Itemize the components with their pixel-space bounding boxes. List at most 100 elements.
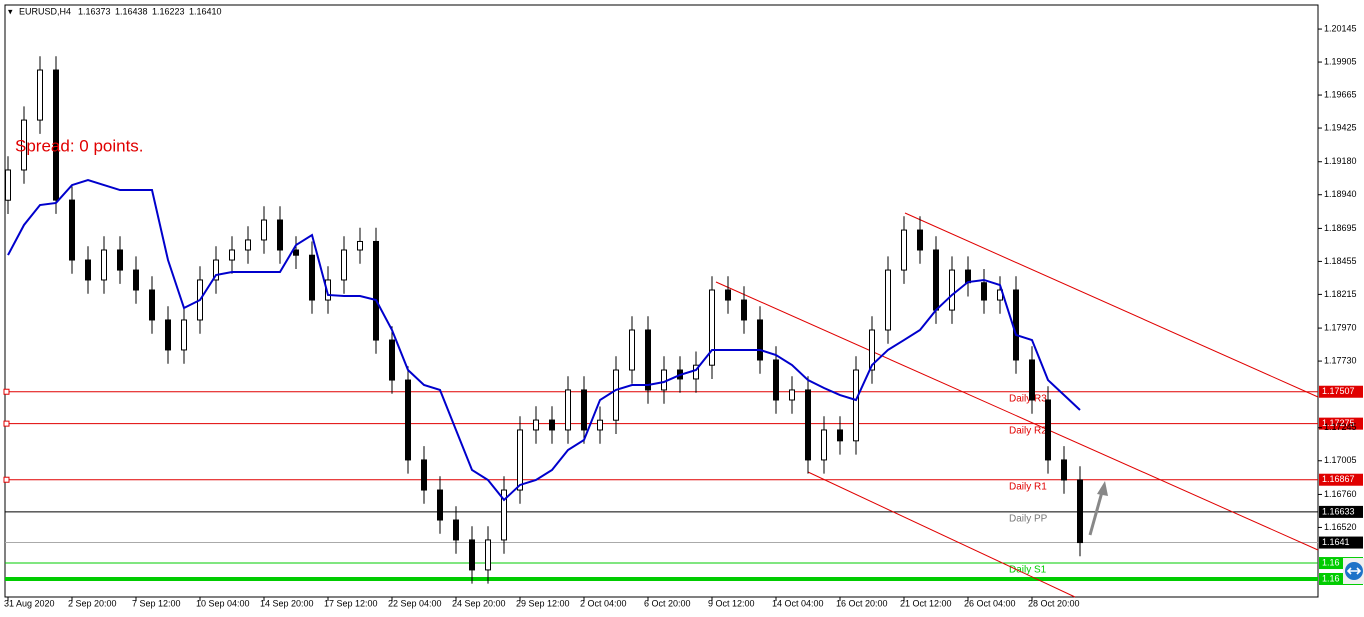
y-tick-label: 1.16760 <box>1324 489 1357 499</box>
candle-body <box>149 289 155 321</box>
price-box <box>1319 536 1363 549</box>
candle-body <box>165 319 171 351</box>
candle-body <box>757 319 763 361</box>
x-tick-label: 29 Sep 12:00 <box>516 598 570 608</box>
candle-body <box>773 359 779 401</box>
candle-body <box>709 289 715 366</box>
x-tick-label: 24 Sep 20:00 <box>452 598 506 608</box>
candle-body <box>181 319 187 351</box>
level-anchor <box>3 388 10 395</box>
spread-label: Spread: 0 points. <box>15 136 144 155</box>
candle-body <box>1077 479 1083 544</box>
candle-body <box>261 219 267 241</box>
candle-body <box>469 539 475 571</box>
y-tick-label: 1.17970 <box>1324 322 1357 332</box>
price-box-label: 1.17507 <box>1322 386 1355 396</box>
price-box <box>1319 417 1363 430</box>
x-tick-label: 2 Oct 04:00 <box>580 598 627 608</box>
levels: 1.17507 Daily R3 1.17275 Daily R2 1.16867 Dai… <box>3 385 1363 585</box>
candle-body <box>389 339 395 381</box>
x-tick-label: 10 Sep 04:00 <box>196 598 250 608</box>
price-box-label: 1.16 <box>1322 557 1340 567</box>
header-ohlc: 1.16223 <box>152 6 185 16</box>
candle-body <box>741 299 747 321</box>
moving-average <box>7 178 1081 502</box>
price-box-label: 1.16867 <box>1322 474 1355 484</box>
x-tick-label: 26 Oct 04:00 <box>964 598 1016 608</box>
header-arrow: ▾ <box>8 6 13 16</box>
candle-body <box>357 240 363 251</box>
header-ohlc: 1.16438 <box>115 6 148 16</box>
x-tick-label: 22 Sep 04:00 <box>388 598 442 608</box>
header-ohlc: 1.16410 <box>189 6 222 16</box>
x-tick-label: 16 Oct 20:00 <box>836 598 888 608</box>
y-tick-label: 1.18215 <box>1324 289 1357 299</box>
candle-body <box>821 429 827 461</box>
candle-body <box>805 389 811 461</box>
candle-body <box>5 169 11 201</box>
level-name: Daily R3 <box>1009 393 1047 404</box>
level-name: Daily R2 <box>1009 425 1047 436</box>
y-tick-label: 1.17730 <box>1324 355 1357 365</box>
price-box-label: 1.17275 <box>1322 418 1355 428</box>
arrow-head <box>1097 481 1108 496</box>
x-tick-label: 14 Sep 20:00 <box>260 598 314 608</box>
overlay <box>7 178 1081 502</box>
y-tick-label: 1.17245 <box>1324 422 1357 432</box>
app-icon[interactable] <box>1343 558 1364 584</box>
candle-body <box>725 289 731 301</box>
candle-body <box>1029 359 1035 401</box>
candle-body <box>869 329 875 371</box>
header-ohlc: 1.16373 <box>78 6 111 16</box>
candle-body <box>245 239 251 251</box>
y-tick-label: 1.19665 <box>1324 89 1357 99</box>
x-tick-label: 2 Sep 20:00 <box>68 598 117 608</box>
icon-glyph <box>1346 567 1362 575</box>
price-box-label: 1.1641 <box>1322 537 1350 547</box>
candle-body <box>661 369 667 391</box>
candle-body <box>309 254 315 301</box>
candle-body <box>597 419 603 431</box>
candle-body <box>293 249 299 256</box>
candle-body <box>1013 289 1019 361</box>
price-box-label: 1.16 <box>1322 573 1340 583</box>
candles <box>5 56 1083 584</box>
candle-body <box>693 364 699 380</box>
plot-frame <box>4 4 1319 598</box>
candle-body <box>613 369 619 421</box>
y-tick-label: 1.18940 <box>1324 189 1357 199</box>
candle-body <box>1045 399 1051 461</box>
y-tick-label: 1.19905 <box>1324 56 1357 66</box>
y-tick-label: 1.20145 <box>1324 23 1357 33</box>
candle-body <box>533 419 539 431</box>
candle-body <box>37 69 43 121</box>
candle-body <box>133 269 139 291</box>
price-box <box>1319 473 1363 486</box>
candle-body <box>789 389 795 401</box>
trend-line <box>715 281 1319 551</box>
x-tick-label: 17 Sep 12:00 <box>324 598 378 608</box>
candle-body <box>325 279 331 301</box>
candle-body <box>421 459 427 491</box>
y-tick-label: 1.16520 <box>1324 522 1357 532</box>
candle-body <box>837 429 843 442</box>
candle-body <box>981 282 987 301</box>
candle-body <box>565 389 571 431</box>
trend-line <box>807 471 1076 598</box>
level-anchor <box>3 476 10 483</box>
candle-body <box>933 249 939 311</box>
candle-body <box>69 199 75 261</box>
candle-body <box>53 69 59 201</box>
x-tick-label: 7 Sep 12:00 <box>132 598 181 608</box>
candle-body <box>213 259 219 281</box>
level-name: Daily R1 <box>1009 481 1047 492</box>
price-box <box>1319 385 1363 398</box>
candle-body <box>581 389 587 431</box>
price-box <box>1319 505 1363 518</box>
y-tick-label: 1.17005 <box>1324 455 1357 465</box>
level-anchor <box>3 420 10 427</box>
level-name: Daily PP <box>1009 514 1048 525</box>
candle-body <box>117 249 123 271</box>
arrow-shaft <box>1088 491 1104 536</box>
